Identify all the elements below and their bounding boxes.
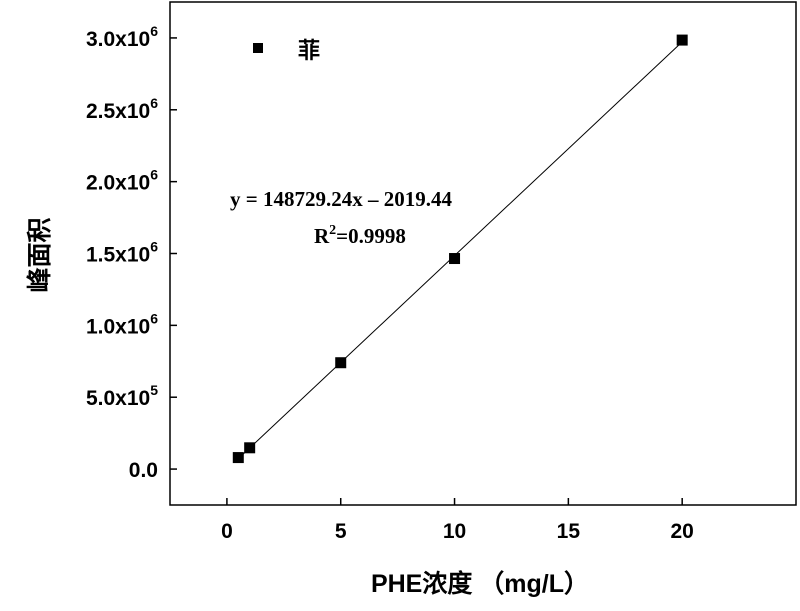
data-points [232, 34, 688, 464]
data-point-1 [244, 442, 256, 454]
y-tick-label-2: 1.0x106 [86, 310, 158, 338]
y-tick-mantissa-3: 1.5x10 [86, 244, 150, 267]
y-tick-label-6: 3.0x106 [86, 23, 158, 51]
y-tick-mantissa-6: 3.0x10 [86, 28, 150, 51]
y-tick-label-3: 1.5x106 [86, 239, 158, 267]
y-axis: 0.05.0x1051.0x1061.5x1062.0x1062.5x1063.… [86, 23, 177, 482]
r-squared-prefix: R [314, 224, 330, 248]
x-axis: 0 5 10 15 20 [221, 498, 694, 543]
x-tick-label-4: 20 [671, 520, 694, 543]
r-squared-superscript: 2 [329, 223, 336, 238]
y-tick-mantissa-5: 2.5x10 [86, 100, 150, 123]
y-tick-exponent-6: 6 [150, 23, 158, 39]
y-tick-label-1: 5.0x105 [86, 382, 158, 410]
x-tick-label-3: 15 [557, 520, 581, 543]
x-axis-title: PHE浓度 （mg/L） [371, 569, 589, 598]
y-tick-exponent-3: 6 [150, 239, 158, 255]
y-tick-exponent-5: 6 [150, 95, 158, 111]
data-point-2 [335, 357, 347, 369]
plot-frame [169, 1, 797, 506]
y-tick-label-4: 2.0x106 [86, 167, 158, 195]
equation-annotation: y = 148729.24x – 2019.44 [230, 187, 452, 211]
legend-label: 菲 [298, 38, 320, 63]
r-squared-value: =0.9998 [336, 224, 406, 248]
data-point-4 [676, 34, 688, 46]
legend-marker [253, 43, 263, 53]
fit-line [237, 41, 683, 460]
y-tick-mantissa-4: 2.0x10 [86, 172, 150, 195]
y-tick-exponent-1: 5 [150, 382, 158, 398]
y-tick-exponent-4: 6 [150, 167, 158, 183]
r-squared-annotation: R2=0.9998 [314, 223, 406, 248]
y-tick-label-0: 0.0 [129, 459, 158, 482]
data-point-0 [232, 452, 244, 464]
y-tick-mantissa-0: 0.0 [129, 459, 158, 482]
y-axis-title: 峰面积 [25, 217, 54, 292]
y-tick-exponent-2: 6 [150, 310, 158, 326]
x-tick-label-0: 0 [221, 520, 233, 543]
y-tick-mantissa-1: 5.0x10 [86, 387, 150, 410]
y-tick-label-5: 2.5x106 [86, 95, 158, 123]
data-point-3 [449, 253, 461, 265]
y-tick-mantissa-2: 1.0x10 [86, 315, 150, 338]
x-tick-label-1: 5 [335, 520, 347, 543]
x-tick-label-2: 10 [443, 520, 466, 543]
